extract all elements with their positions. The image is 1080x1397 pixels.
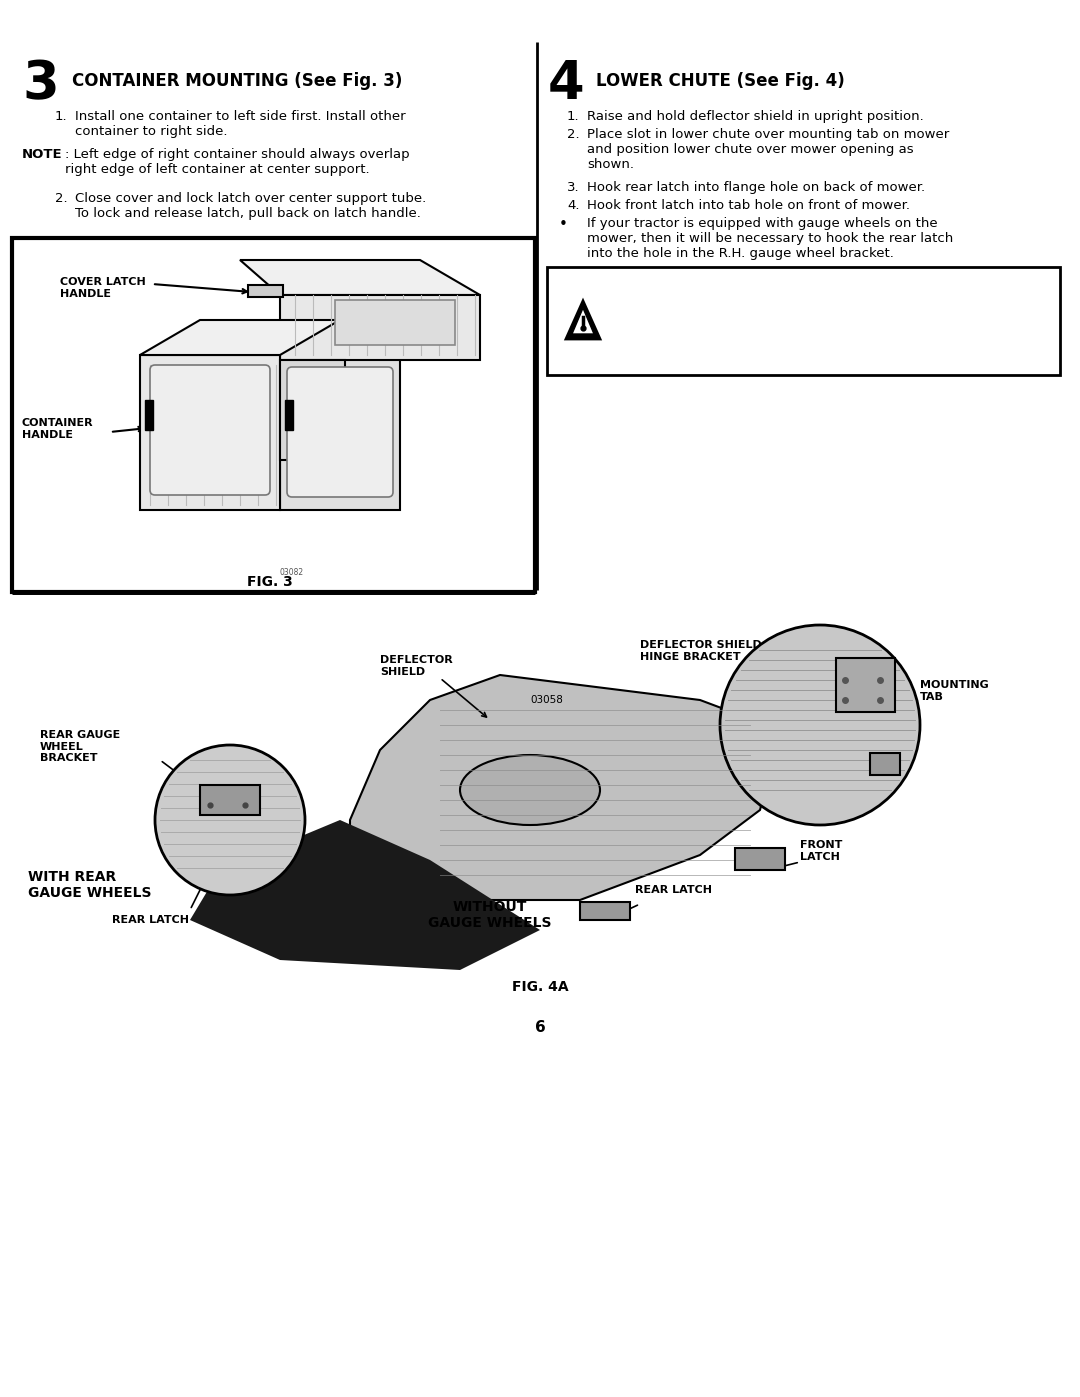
Text: 2.: 2. bbox=[567, 129, 580, 141]
Bar bbox=[12, 237, 535, 592]
Text: CAUTION:: CAUTION: bbox=[617, 275, 689, 288]
Bar bbox=[200, 785, 260, 814]
Bar bbox=[870, 753, 900, 775]
Text: CONTAINER
HANDLE: CONTAINER HANDLE bbox=[22, 418, 94, 440]
Text: 1.: 1. bbox=[567, 110, 580, 123]
Text: 03082: 03082 bbox=[280, 569, 305, 577]
Bar bbox=[580, 902, 630, 921]
Text: FIG. 3: FIG. 3 bbox=[247, 576, 293, 590]
Text: CENTER
SUPPORT
TUBE: CENTER SUPPORT TUBE bbox=[310, 393, 368, 426]
Text: NOTE: NOTE bbox=[22, 148, 63, 161]
Text: WITHOUT
GAUGE WHEELS: WITHOUT GAUGE WHEELS bbox=[429, 900, 552, 930]
Text: Do not remove deflector
shield from mower. Raise and hold
shield when attaching : Do not remove deflector shield from mowe… bbox=[670, 275, 945, 348]
Bar bbox=[280, 355, 400, 510]
Text: COVER LATCH
HANDLE: COVER LATCH HANDLE bbox=[60, 277, 146, 299]
Polygon shape bbox=[572, 307, 594, 334]
Polygon shape bbox=[240, 260, 480, 295]
Text: REAR LATCH: REAR LATCH bbox=[635, 886, 712, 895]
Text: If your tractor is equipped with gauge wheels on the
mower, then it will be nece: If your tractor is equipped with gauge w… bbox=[588, 217, 954, 260]
Text: : Left edge of right container should always overlap
right edge of left containe: : Left edge of right container should al… bbox=[65, 148, 409, 176]
Text: 3.: 3. bbox=[567, 182, 580, 194]
Text: Install one container to left side first. Install other
container to right side.: Install one container to left side first… bbox=[75, 110, 406, 138]
Text: Close cover and lock latch over center support tube.
To lock and release latch, : Close cover and lock latch over center s… bbox=[75, 191, 427, 219]
Text: Place slot in lower chute over mounting tab on mower
and position lower chute ov: Place slot in lower chute over mounting … bbox=[588, 129, 949, 170]
Text: LOWER CHUTE (See Fig. 4): LOWER CHUTE (See Fig. 4) bbox=[596, 73, 845, 89]
Bar bbox=[285, 400, 293, 430]
Text: 6: 6 bbox=[535, 1020, 545, 1035]
Bar bbox=[280, 295, 480, 360]
Polygon shape bbox=[566, 300, 600, 339]
Text: WITH REAR
GAUGE WHEELS: WITH REAR GAUGE WHEELS bbox=[28, 870, 151, 900]
Bar bbox=[140, 355, 280, 510]
Text: 4.: 4. bbox=[567, 198, 580, 212]
Text: DEFLECTOR SHIELD
HINGE BRACKET: DEFLECTOR SHIELD HINGE BRACKET bbox=[640, 640, 761, 662]
Bar bbox=[735, 848, 785, 870]
Text: DEFLECTOR
SHIELD: DEFLECTOR SHIELD bbox=[380, 655, 453, 676]
Text: 1.: 1. bbox=[55, 110, 68, 123]
Text: MOUNTING
TAB: MOUNTING TAB bbox=[920, 680, 989, 701]
Text: 4: 4 bbox=[548, 59, 584, 110]
Text: 03058: 03058 bbox=[530, 694, 563, 705]
Circle shape bbox=[156, 745, 305, 895]
Polygon shape bbox=[140, 320, 340, 355]
Polygon shape bbox=[350, 675, 780, 900]
Text: REAR GAUGE
WHEEL
BRACKET: REAR GAUGE WHEEL BRACKET bbox=[40, 731, 120, 763]
Bar bbox=[546, 267, 1059, 374]
Bar bbox=[280, 360, 345, 460]
Text: Hook front latch into tab hole on front of mower.: Hook front latch into tab hole on front … bbox=[588, 198, 910, 212]
FancyBboxPatch shape bbox=[150, 365, 270, 495]
Bar bbox=[335, 300, 455, 345]
Text: FRONT
LATCH: FRONT LATCH bbox=[800, 840, 842, 862]
Bar bbox=[145, 400, 153, 430]
Text: CONTAINER MOUNTING (See Fig. 3): CONTAINER MOUNTING (See Fig. 3) bbox=[72, 73, 403, 89]
FancyBboxPatch shape bbox=[287, 367, 393, 497]
Text: Hook rear latch into flange hole on back of mower.: Hook rear latch into flange hole on back… bbox=[588, 182, 926, 194]
FancyBboxPatch shape bbox=[836, 658, 895, 712]
Ellipse shape bbox=[460, 754, 600, 826]
Text: 3: 3 bbox=[22, 59, 58, 110]
Circle shape bbox=[720, 624, 920, 826]
Text: •: • bbox=[559, 217, 568, 232]
Text: 2.: 2. bbox=[55, 191, 68, 205]
Text: REAR LATCH: REAR LATCH bbox=[111, 915, 189, 925]
Polygon shape bbox=[190, 820, 540, 970]
Bar bbox=[248, 285, 283, 298]
Text: Raise and hold deflector shield in upright position.: Raise and hold deflector shield in uprig… bbox=[588, 110, 923, 123]
Text: FIG. 4A: FIG. 4A bbox=[512, 981, 568, 995]
